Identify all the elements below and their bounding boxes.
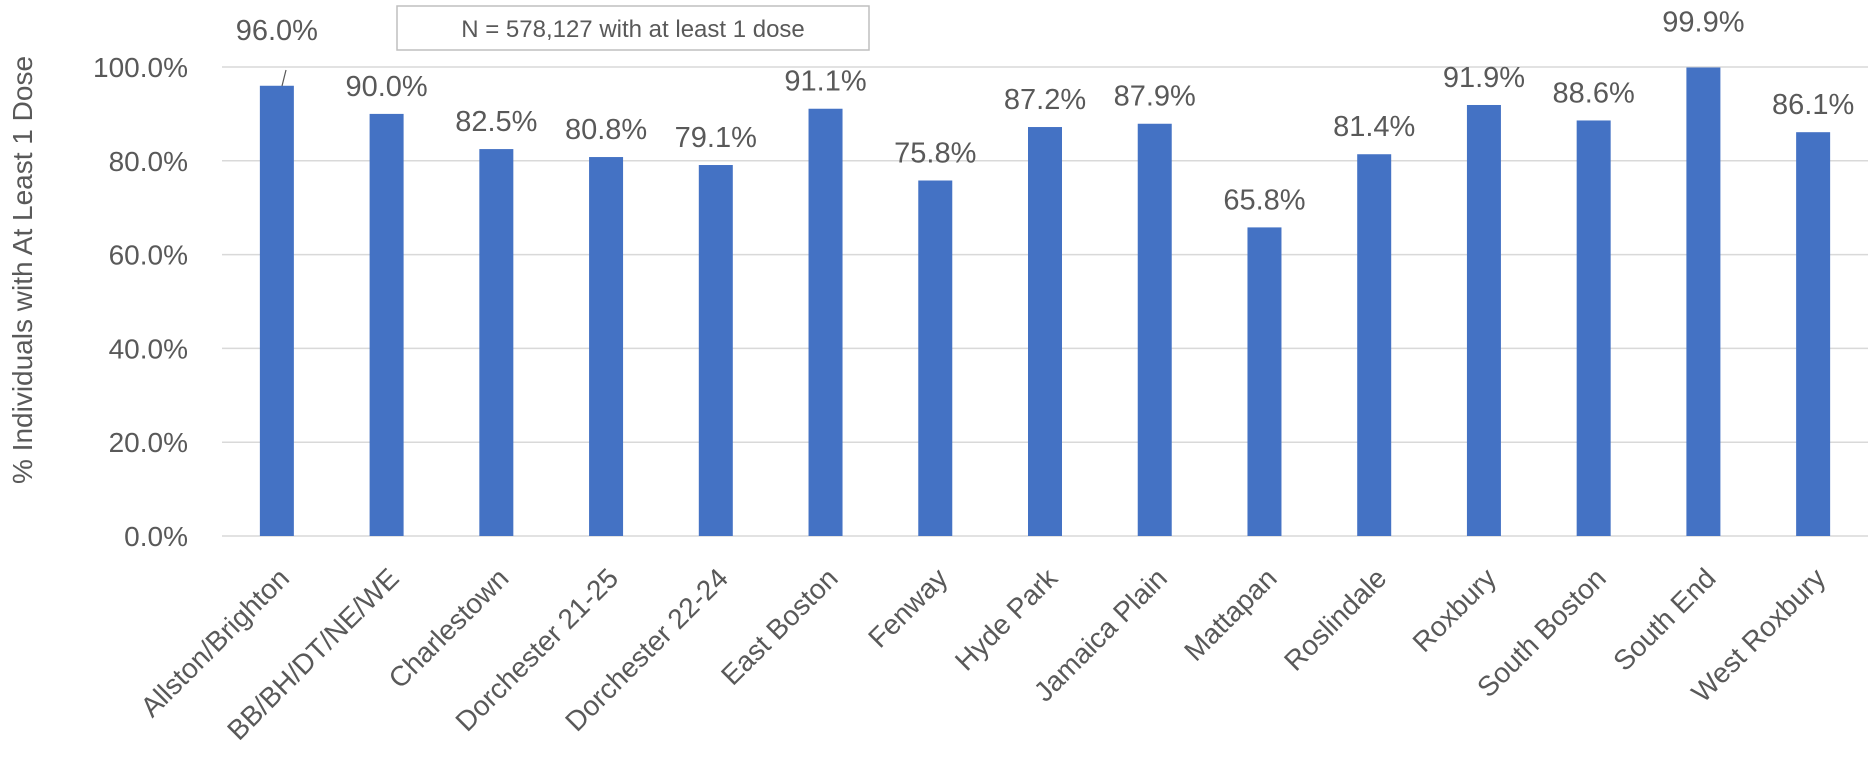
bar	[808, 108, 843, 536]
bar	[1357, 154, 1392, 536]
data-label: 90.0%	[345, 71, 427, 103]
sample-size-note: N = 578,127 with at least 1 dose	[396, 5, 870, 51]
data-label: 75.8%	[894, 137, 976, 169]
data-label: 81.4%	[1333, 111, 1415, 143]
category-label: Fenway	[862, 562, 953, 653]
bar	[259, 85, 294, 536]
data-labels: 96.0% 90.0% 82.5% 80.8% 79.1% 91.1% 75.8% 87.2%…	[236, 6, 1855, 216]
y-tick-label: 60.0%	[109, 240, 188, 271]
data-label: 99.9%	[1662, 6, 1744, 38]
y-tick-label: 100.0%	[93, 52, 188, 83]
data-label: 80.8%	[565, 114, 647, 146]
bar	[1576, 120, 1611, 536]
y-axis-title: % Individuals with At Least 1 Dose	[7, 56, 38, 484]
bar	[698, 165, 733, 536]
note-box	[396, 5, 870, 51]
bar	[589, 157, 624, 536]
bar	[369, 113, 404, 537]
data-label: 87.2%	[1004, 84, 1086, 116]
data-label: 86.1%	[1772, 89, 1854, 121]
y-tick-label: 80.0%	[109, 146, 188, 177]
data-label: 91.9%	[1443, 62, 1525, 94]
data-label: 91.1%	[784, 66, 866, 98]
y-tick-label: 0.0%	[124, 521, 188, 552]
y-axis-tick-labels: 0.0% 20.0% 40.0% 60.0% 80.0% 100.0%	[93, 52, 188, 552]
data-label: 65.8%	[1223, 184, 1305, 216]
y-tick-label: 20.0%	[109, 427, 188, 458]
data-label-leader-line	[281, 69, 287, 87]
data-label: 79.1%	[675, 122, 757, 154]
bar	[1028, 127, 1062, 537]
bar	[479, 149, 514, 536]
data-label: 96.0%	[236, 15, 318, 47]
bar	[1796, 132, 1831, 537]
data-label: 82.5%	[455, 106, 537, 138]
category-label: Mattapan	[1178, 562, 1282, 666]
bars	[259, 67, 1831, 537]
data-label: 88.6%	[1553, 77, 1635, 109]
category-label: East Boston	[715, 562, 844, 691]
y-tick-label: 40.0%	[109, 333, 188, 364]
bar	[918, 180, 953, 537]
category-label: Roslindale	[1278, 562, 1392, 676]
category-label: Hyde Park	[949, 562, 1064, 677]
bar	[1686, 67, 1721, 537]
bar	[1466, 104, 1501, 536]
bar	[1137, 123, 1172, 537]
category-label: South End	[1607, 562, 1721, 676]
category-label: Roxbury	[1407, 562, 1503, 658]
bar	[1247, 227, 1282, 536]
data-label: 87.9%	[1114, 81, 1196, 113]
note-text: N = 578,127 with at least 1 dose	[461, 16, 805, 43]
x-axis-category-labels: Allston/BrightonBB/BH/DT/NE/WECharlestow…	[135, 562, 1832, 746]
